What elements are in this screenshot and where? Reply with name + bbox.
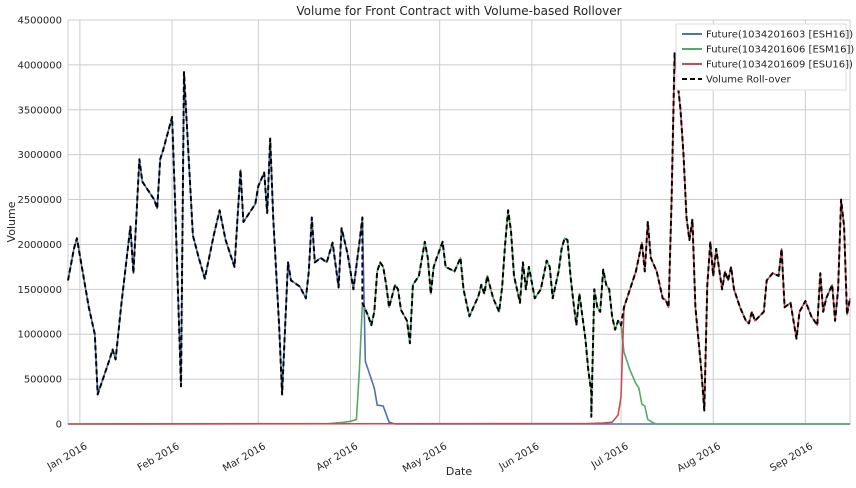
legend-label: Future(1034201603 [ESH16])	[706, 30, 853, 41]
y-tick-label: 1000000	[17, 330, 62, 341]
y-tick-label: 1500000	[17, 285, 62, 296]
y-tick-label: 2500000	[17, 195, 62, 206]
y-tick-label: 4500000	[17, 16, 62, 27]
legend: Future(1034201603 [ESH16]) Future(1034201…	[675, 23, 854, 91]
legend-label: Future(1034201606 [ESM16])	[706, 45, 854, 56]
y-tick-label: 4000000	[17, 60, 62, 71]
y-axis-label: Volume	[5, 201, 18, 242]
legend-box	[675, 23, 847, 91]
y-tick-label: 500000	[24, 375, 62, 386]
series-line-4	[67, 52, 851, 418]
legend-label: Volume Roll-over	[706, 75, 792, 86]
x-axis-label: Date	[446, 465, 473, 478]
y-tick-label: 3000000	[17, 150, 62, 161]
y-tick-label: 0	[56, 420, 62, 431]
legend-label: Future(1034201609 [ESU16])	[706, 60, 853, 71]
chart-title: Volume for Front Contract with Volume-ba…	[296, 4, 621, 18]
y-tick-label: 3500000	[17, 105, 62, 116]
y-tick-label: 2000000	[17, 240, 62, 251]
series-layer	[67, 52, 851, 425]
y-tick-labels: 0 500000 1000000 1500000 2000000 2500000 30000…	[17, 16, 62, 431]
